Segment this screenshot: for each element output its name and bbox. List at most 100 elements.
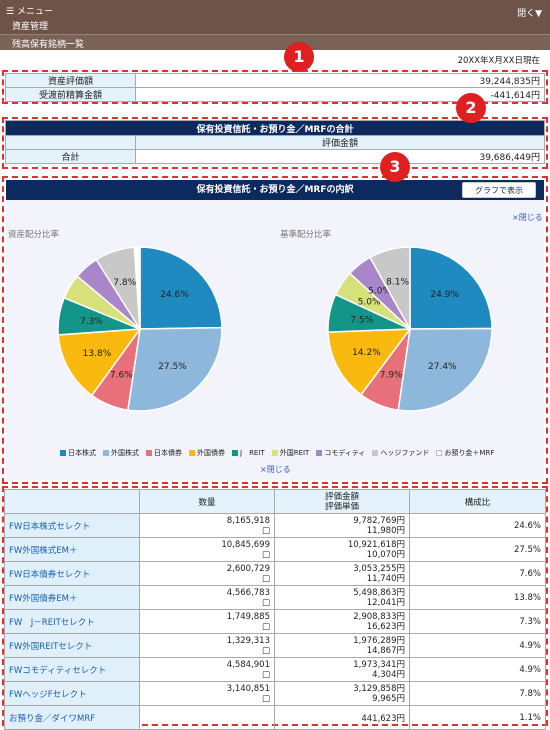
mrf-ratio: 1.1% (409, 705, 546, 730)
fund-qty: 4,566,783 (226, 587, 270, 598)
legend-label: 外国株式 (111, 449, 139, 457)
badge-3: 3 (380, 152, 410, 182)
fund-checkbox[interactable]: □ (261, 645, 270, 656)
col-value-unit: 評価金額 評価単価 (274, 489, 410, 514)
table-row: FW外国株式EM＋ 10,845,699 □ 10,921,618円 10,070円 27… (4, 537, 546, 562)
fund-ratio: 7.3% (409, 609, 546, 634)
table-row: FW外国債券EM＋ 4,566,783 □ 5,498,863円 12,041円 13.8… (4, 585, 546, 610)
fund-value: 2,908,833円 (353, 611, 405, 622)
graph-button[interactable]: グラフで表示 (462, 182, 536, 198)
table-row: FW日本株式セレクト 8,165,918 □ 9,782,769円 11,980円 24.… (4, 513, 546, 538)
table-row: FW外国REITセレクト 1,329,313 □ 1,976,289円 14,867円 4… (4, 633, 546, 658)
pie-slice (127, 326, 223, 412)
fund-checkbox[interactable]: □ (261, 693, 270, 704)
fund-value-cell: 2,908,833円 16,623円 (274, 609, 410, 634)
summary-value: -441,614円 (135, 87, 545, 102)
total-title: 保有投資信託・お預り金／MRFの合計 (5, 120, 545, 136)
pie-data-label: 5.0% (368, 286, 391, 296)
pie-data-label: 14.2% (352, 348, 381, 358)
pie-data-label: 24.9% (430, 290, 459, 300)
fund-checkbox[interactable]: □ (261, 573, 270, 584)
mrf-qty (139, 705, 275, 730)
legend-item: 外国REIT (271, 448, 310, 458)
highlight-box-1 (2, 70, 548, 104)
fund-qty: 4,584,901 (226, 659, 270, 670)
total-row-label: 合計 (5, 149, 136, 164)
fund-name[interactable]: FWコモディティセレクト (4, 657, 140, 682)
fund-unit: 14,867円 (366, 645, 405, 656)
fund-value-cell: 10,921,618円 10,070円 (274, 537, 410, 562)
pie-slice (327, 328, 412, 396)
legend-swatch (316, 450, 323, 456)
legend-label: お預り金＋MRF (444, 449, 495, 457)
mrf-name[interactable]: お預り金／ダイワMRF (4, 705, 140, 730)
legend-item: 日本債券 (146, 448, 182, 458)
fund-unit: 11,980円 (366, 525, 405, 536)
highlight-box-2 (2, 117, 548, 169)
legend-item: J REIT (232, 448, 265, 458)
pie-slice (409, 246, 493, 330)
menu-button[interactable]: ☰ メニュー (6, 7, 53, 17)
pie-data-label: 7.5% (350, 315, 373, 325)
fund-ratio: 7.8% (409, 681, 546, 706)
pie-slice (397, 327, 493, 412)
legend-label: 外国REIT (279, 449, 310, 457)
fund-name[interactable]: FW J－REITセレクト (4, 609, 140, 634)
fund-checkbox[interactable]: □ (261, 669, 270, 680)
fund-name[interactable]: FW外国株式EM＋ (4, 537, 140, 562)
fund-ratio: 7.6% (409, 561, 546, 586)
pie-data-label: 7.6% (110, 371, 133, 381)
fund-name[interactable]: FWヘッジFセレクト (4, 681, 140, 706)
breakdown-title: 保有投資信託・お預り金／MRFの内訳 (196, 185, 354, 195)
close-link-top[interactable]: ×閉じる (512, 213, 543, 222)
pie-data-label: 7.9% (380, 370, 403, 380)
section-title: 資産管理 (12, 22, 49, 32)
pie-slice (57, 328, 142, 397)
fund-value: 10,921,618円 (347, 539, 405, 550)
breadcrumb: 残高保有銘柄一覧 (0, 34, 550, 50)
legend-swatch (60, 450, 66, 456)
fund-qty: 1,329,313 (226, 635, 270, 646)
fund-qty-cell: 4,584,901 □ (139, 657, 275, 682)
fund-checkbox[interactable]: □ (261, 597, 270, 608)
fund-ratio: 4.9% (409, 657, 546, 682)
legend-label: J REIT (240, 449, 265, 457)
chart-title-standard: 基準配分比率 (280, 230, 332, 240)
fund-checkbox[interactable]: □ (261, 525, 270, 536)
legend-label: コモディティ (324, 449, 366, 457)
legend-label: 外国債券 (197, 449, 225, 457)
fund-value-cell: 3,053,255円 11,740円 (274, 561, 410, 586)
legend-item: お預り金＋MRF (436, 448, 494, 458)
close-link-bottom[interactable]: ×閉じる (260, 465, 291, 474)
legend-swatch (232, 450, 238, 456)
fund-name[interactable]: FW日本株式セレクト (4, 513, 140, 538)
fund-ratio: 27.5% (409, 537, 546, 562)
summary-label: 資産評価額 (5, 73, 136, 88)
legend-item: ヘッジファンド (372, 448, 429, 458)
pie-data-label: 27.5% (158, 362, 187, 372)
badge-1: 1 (284, 42, 314, 72)
pie-data-label: 13.8% (83, 349, 112, 359)
pie-chart-standard: 24.9%27.4%7.9%14.2%7.5%5.0%5.0%8.1% (327, 246, 493, 412)
table-row: FWヘッジFセレクト 3,140,851 □ 3,129,858円 9,965円 7.8% (4, 681, 546, 706)
fund-checkbox[interactable]: □ (261, 621, 270, 632)
fund-unit: 4,304円 (372, 669, 405, 680)
legend-swatch (146, 450, 152, 456)
fund-qty-cell: 10,845,699 □ (139, 537, 275, 562)
fund-value-cell: 1,973,341円 4,304円 (274, 657, 410, 682)
fund-name[interactable]: FW外国債券EM＋ (4, 585, 140, 610)
fund-qty-cell: 8,165,918 □ (139, 513, 275, 538)
fund-unit: 9,965円 (372, 693, 405, 704)
col-value: 評価金額 (324, 491, 359, 502)
legend-label: ヘッジファンド (380, 449, 430, 457)
col-qty: 数量 (139, 489, 275, 514)
close-menu-button[interactable]: 閉く▼ (517, 9, 542, 19)
breakdown-title-bar: 保有投資信託・お預り金／MRFの内訳 グラフで表示 (6, 180, 544, 200)
legend-item: コモディティ (316, 448, 365, 458)
legend-swatch (436, 450, 443, 456)
pie-data-label: 27.4% (428, 362, 457, 372)
fund-name[interactable]: FW外国REITセレクト (4, 633, 140, 658)
fund-checkbox[interactable]: □ (261, 549, 270, 560)
pie-chart-asset: 24.6% 27.5% 7.6% 13.8% 7.3% 7.8% (57, 246, 223, 412)
fund-name[interactable]: FW日本債券セレクト (4, 561, 140, 586)
